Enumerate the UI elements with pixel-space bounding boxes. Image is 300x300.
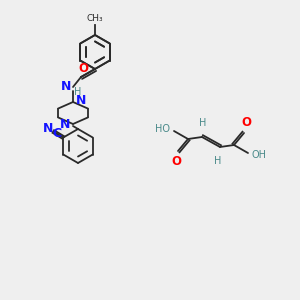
Text: H: H	[199, 118, 207, 128]
Text: O: O	[241, 116, 251, 129]
Text: HO: HO	[155, 124, 170, 134]
Text: OH: OH	[252, 150, 267, 160]
Text: C: C	[53, 127, 62, 140]
Text: N: N	[61, 80, 71, 94]
Text: N: N	[43, 122, 53, 135]
Text: O: O	[171, 155, 181, 168]
Text: N: N	[76, 94, 86, 107]
Text: N: N	[60, 118, 70, 131]
Text: O: O	[78, 61, 88, 74]
Text: CH₃: CH₃	[87, 14, 103, 23]
Text: H: H	[214, 156, 222, 166]
Text: H: H	[74, 87, 82, 97]
